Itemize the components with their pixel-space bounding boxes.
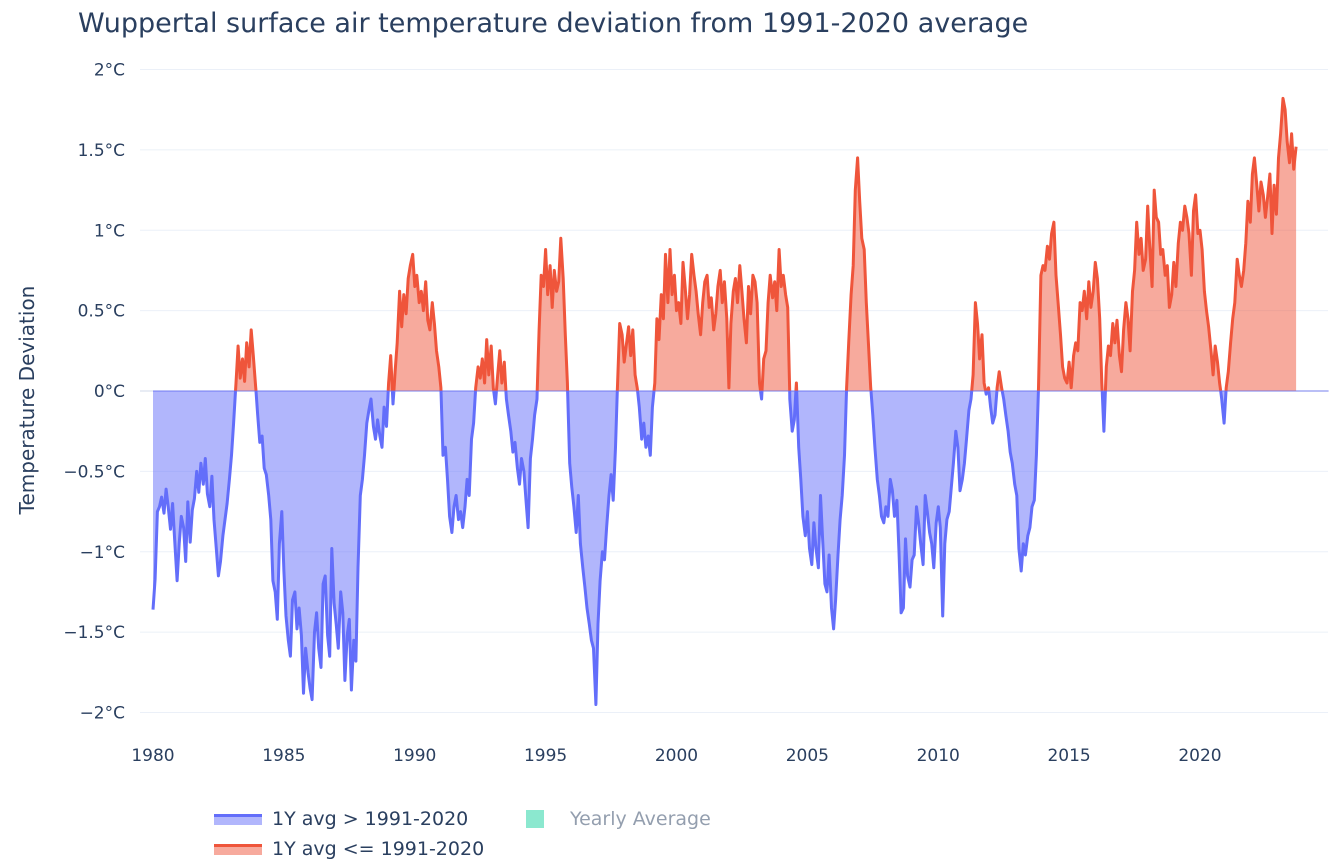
line-below-average xyxy=(392,252,443,392)
y-tick-label: −2°C xyxy=(80,704,125,724)
legend-swatch-red xyxy=(214,842,262,856)
y-tick-label: −0.5°C xyxy=(63,462,125,482)
line-above-average xyxy=(566,390,619,706)
area-below-average xyxy=(1226,98,1297,392)
x-tick-label: 2010 xyxy=(917,746,960,766)
line-below-average xyxy=(494,349,508,392)
y-tick-label: 1°C xyxy=(94,221,125,241)
y-axis-label: Temperature Deviation xyxy=(15,286,39,516)
chart-title: Wuppertal surface air temperature deviat… xyxy=(78,8,1029,39)
area-below-average xyxy=(846,157,871,391)
line-below-average xyxy=(760,248,792,392)
line-above-average xyxy=(1100,390,1107,433)
legend-item-above-average[interactable]: 1Y avg > 1991-2020 xyxy=(214,808,468,830)
line-above-average xyxy=(1219,390,1228,425)
x-tick-label: 1980 xyxy=(131,746,174,766)
line-above-average xyxy=(492,390,498,406)
line-above-average xyxy=(795,390,848,631)
line-below-average xyxy=(970,301,988,392)
area-above-average xyxy=(505,391,538,528)
line-below-average xyxy=(794,381,799,392)
line-above-average xyxy=(390,390,396,406)
line-below-average xyxy=(474,338,496,392)
x-tick-label: 2015 xyxy=(1047,746,1090,766)
legend-item-yearly-average[interactable]: Yearly Average xyxy=(526,808,711,830)
y-axis: 2°C 1.5°C 1°C 0.5°C 0°C −0.5°C −1°C −1.5°C −2°C xyxy=(63,61,125,724)
line-below-average xyxy=(1224,96,1298,392)
line-below-average xyxy=(985,386,991,392)
area-below-average xyxy=(654,249,761,391)
series-areas xyxy=(153,98,1297,705)
line-above-average xyxy=(439,390,477,534)
line-below-average xyxy=(234,328,258,392)
x-tick-label: 1995 xyxy=(524,746,567,766)
y-tick-label: 0°C xyxy=(94,382,125,402)
area-below-average xyxy=(1105,190,1221,391)
legend-swatch-blue xyxy=(214,812,262,826)
line-above-average xyxy=(636,390,656,457)
line-above-average xyxy=(1000,390,1040,573)
x-tick-label: 2005 xyxy=(786,746,829,766)
x-axis: 1980 1985 1990 1995 2000 2005 2010 2015 2020 xyxy=(131,746,1221,766)
line-above-average xyxy=(788,390,798,433)
line-below-average xyxy=(1036,220,1104,392)
x-tick-label: 2000 xyxy=(655,746,698,766)
line-above-average xyxy=(984,390,989,396)
legend-label: 1Y avg > 1991-2020 xyxy=(272,808,469,830)
area-above-average xyxy=(567,391,618,705)
legend-label: 1Y avg <= 1991-2020 xyxy=(272,838,485,860)
area-below-average xyxy=(393,254,441,391)
y-tick-label: −1°C xyxy=(80,543,125,563)
line-below-average xyxy=(845,156,873,392)
line-below-average xyxy=(995,370,1004,392)
line-above-average xyxy=(869,390,974,618)
area-above-average xyxy=(153,391,236,610)
line-above-average xyxy=(254,390,390,702)
y-tick-label: 2°C xyxy=(94,61,125,81)
x-tick-label: 2020 xyxy=(1178,746,1221,766)
legend-item-below-average[interactable]: 1Y avg <= 1991-2020 xyxy=(214,838,484,860)
y-tick-label: 1.5°C xyxy=(78,141,125,161)
line-above-average xyxy=(151,390,237,610)
x-tick-label: 1985 xyxy=(262,746,305,766)
series-lines xyxy=(151,96,1329,706)
line-above-average xyxy=(987,390,999,425)
line-below-average xyxy=(535,236,570,392)
line-above-average xyxy=(504,390,539,530)
y-tick-label: 0.5°C xyxy=(78,302,125,322)
line-below-average xyxy=(386,354,394,392)
y-tick-label: −1.5°C xyxy=(63,623,125,643)
line-below-average xyxy=(652,248,762,392)
area-above-average xyxy=(256,391,389,700)
line-below-average xyxy=(615,322,640,392)
area-above-average xyxy=(871,391,972,616)
legend-swatch-green xyxy=(526,810,544,828)
line-above-average xyxy=(759,390,764,401)
line-below-average xyxy=(1103,188,1223,392)
legend-label: Yearly Average xyxy=(570,808,711,830)
x-tick-label: 1990 xyxy=(393,746,436,766)
